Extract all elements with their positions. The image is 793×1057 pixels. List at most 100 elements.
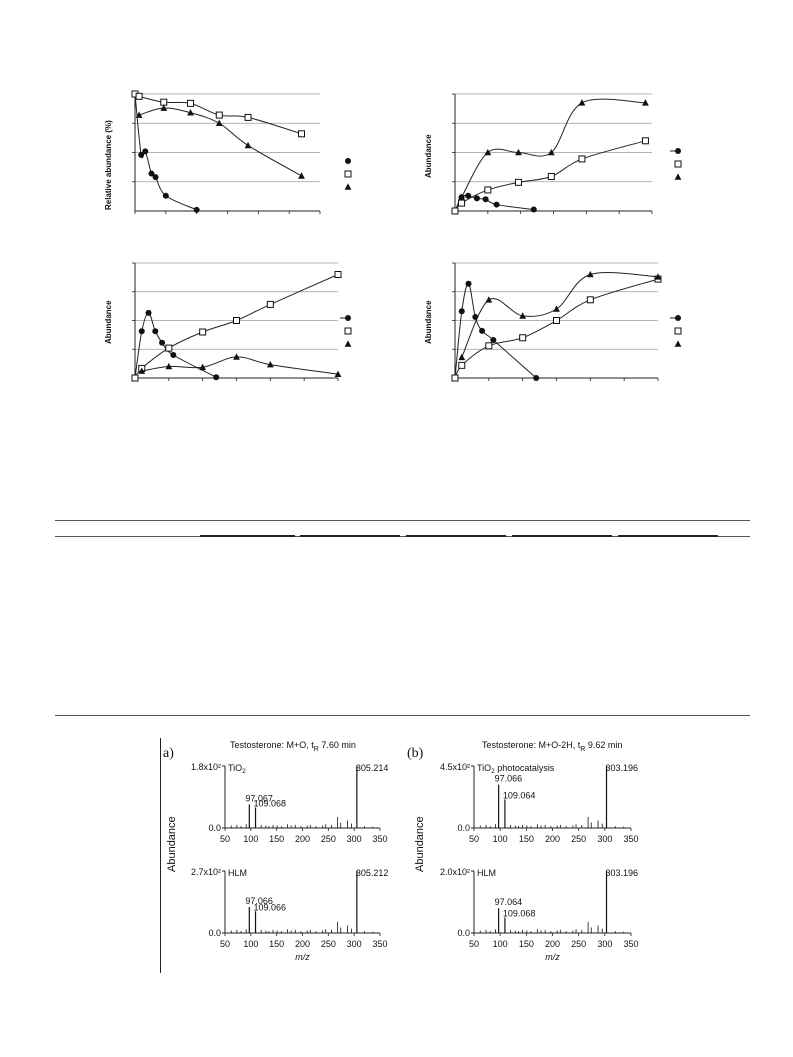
fit-curve [141, 356, 339, 375]
legend-marker [674, 327, 682, 335]
y-max-label: 4.5x10² [440, 762, 470, 772]
data-point [641, 137, 649, 145]
peak-label: 97.067 [245, 793, 273, 803]
spectrum-b-title: Testosterone: M+O-2H, tR 9.62 min [482, 740, 623, 753]
kinetic-ylabel-1: Relative abundance (%) [104, 120, 113, 210]
data-point [490, 337, 497, 344]
data-point [458, 361, 466, 369]
spectrum-b-bottom: 2.0x10² 0.0 HLM 97.064 109.068 303.196 50 100 15… [440, 867, 639, 962]
x-tick-label: 300 [347, 939, 362, 949]
x-tick-label: 150 [269, 939, 284, 949]
x-axis-label: m/z [545, 952, 560, 962]
kinetic-plot-top-right [451, 93, 682, 215]
data-point [165, 344, 173, 352]
legend-marker [674, 173, 682, 180]
y-zero-label: 0.0 [208, 823, 221, 833]
data-point [451, 374, 459, 382]
data-point [482, 196, 489, 203]
table-column-rule [512, 535, 612, 537]
data-point [586, 270, 594, 278]
peak-label: 109.068 [503, 909, 536, 919]
x-tick-label: 150 [519, 834, 534, 844]
x-tick-label: 350 [623, 939, 638, 949]
data-point [170, 352, 177, 358]
x-tick-label: 250 [571, 939, 586, 949]
data-point [152, 174, 159, 181]
x-tick-label: 50 [220, 939, 230, 949]
peak-label: 305.212 [356, 868, 389, 878]
x-tick-label: 300 [347, 834, 362, 844]
data-point [484, 186, 492, 194]
kinetic-ylabel-3: Abundance [104, 300, 113, 344]
data-point [213, 374, 220, 381]
legend-marker [344, 170, 352, 178]
data-point [131, 374, 139, 382]
kinetic-ylabel-4: Abundance [424, 300, 433, 344]
data-point [334, 271, 342, 278]
data-point [519, 312, 527, 319]
data-point [519, 334, 527, 342]
data-point [148, 170, 155, 177]
x-tick-label: 200 [545, 834, 560, 844]
data-point [160, 98, 168, 106]
peak-label: 97.066 [245, 896, 273, 906]
data-point [233, 353, 240, 360]
table-column-rule [300, 535, 400, 537]
data-point [654, 273, 662, 280]
y-max-label: 1.8x10² [191, 762, 221, 772]
data-point [485, 342, 493, 350]
data-point [642, 99, 649, 106]
data-point [451, 207, 459, 215]
data-point [553, 317, 560, 324]
peak-label: 97.066 [495, 774, 523, 784]
x-axis-label: m/z [295, 952, 310, 962]
spectrum-label: HLM [228, 868, 247, 878]
fit-curve [138, 107, 302, 177]
x-tick-label: 200 [295, 834, 310, 844]
x-tick-label: 300 [597, 834, 612, 844]
table-bottom-rule [55, 715, 750, 716]
data-point [135, 111, 143, 118]
data-point [193, 206, 200, 213]
peak-label: 305.214 [356, 763, 389, 773]
data-point [458, 308, 465, 315]
x-tick-label: 50 [469, 939, 479, 949]
peak-label: 109.064 [503, 790, 536, 800]
x-tick-label: 150 [269, 834, 284, 844]
legend-marker [344, 183, 352, 190]
data-point [458, 353, 466, 361]
x-tick-label: 350 [372, 939, 387, 949]
data-point [479, 327, 486, 334]
subscript-2: 2 [242, 768, 246, 775]
data-point [187, 99, 194, 107]
label-rest: photocatalysis [495, 763, 555, 773]
data-point [298, 172, 305, 179]
kinetic-plot-top-left [131, 90, 352, 214]
legend-marker [344, 327, 352, 335]
fit-curve [454, 283, 537, 379]
data-point [553, 305, 560, 312]
kinetic-ylabel-2: Abundance [424, 134, 433, 178]
x-tick-label: 100 [493, 834, 508, 844]
data-point [142, 148, 149, 155]
kinetic-plot-bottom-right [451, 262, 682, 382]
data-point [578, 99, 586, 106]
legend-marker [344, 340, 352, 347]
y-zero-label: 0.0 [208, 928, 221, 938]
data-point [215, 111, 223, 119]
data-point [199, 328, 207, 336]
legend-marker [345, 158, 351, 164]
data-point [465, 192, 472, 199]
panel-letter-b: (b) [407, 746, 424, 761]
data-point [547, 148, 555, 156]
legend-marker [345, 315, 351, 321]
data-point [266, 360, 274, 368]
data-point [530, 206, 537, 213]
data-point [244, 113, 252, 121]
data-point [162, 192, 169, 199]
data-point [485, 296, 493, 303]
table-header-rule [55, 536, 750, 537]
data-point [159, 339, 166, 346]
